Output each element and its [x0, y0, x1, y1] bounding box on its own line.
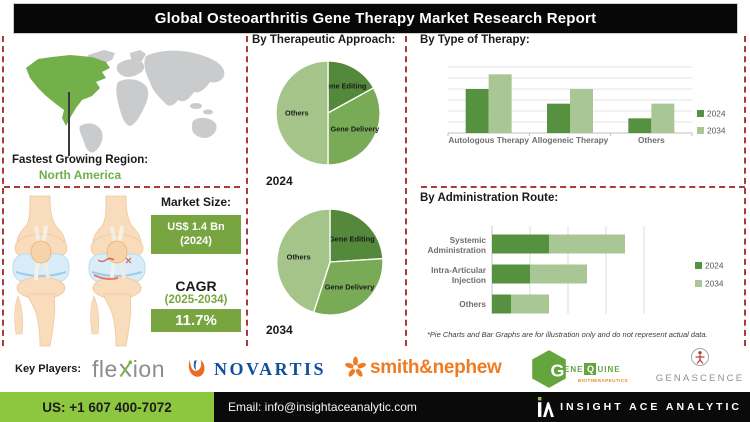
flexion-text-pre: fle	[92, 355, 118, 382]
insight-ace-logo-icon	[538, 397, 555, 417]
knee-joint-illustration	[11, 194, 147, 348]
svg-text:2034: 2034	[707, 126, 726, 136]
brand-name: INSIGHT ACE ANALYTIC	[560, 401, 742, 413]
genascence-logo: GENASCENCE	[652, 347, 748, 384]
svg-text:Others: Others	[287, 253, 311, 262]
divider-vertical-left	[2, 36, 4, 346]
title-bar: Global Osteoarthritis Gene Therapy Marke…	[13, 3, 738, 34]
svg-text:Others: Others	[638, 135, 665, 145]
administration-route-title: By Administration Route:	[420, 192, 559, 204]
svg-text:2024: 2024	[707, 109, 726, 119]
cagr-label: CAGR	[175, 277, 217, 294]
svg-text:Others: Others	[459, 299, 486, 309]
cagr-value-box: 11.7%	[151, 308, 241, 332]
market-size-value: US$ 1.4 Bn	[167, 221, 225, 233]
svg-text:2024: 2024	[705, 261, 724, 271]
flexion-logo: fle ion	[92, 354, 165, 384]
therapeutic-approach-title: By Therapeutic Approach:	[252, 34, 396, 46]
market-size-label: Market Size:	[160, 195, 232, 209]
divider-horizontal-left	[4, 186, 240, 188]
genequine-hexagon-icon: G	[532, 350, 566, 388]
novartis-text: NOVARTIS	[214, 358, 327, 379]
healthy-knee	[11, 194, 71, 348]
footer-contact-section: Email: info@insightaceanalytic.com INSIG…	[214, 392, 750, 422]
genascence-text: GENASCENCE	[655, 373, 745, 384]
svg-text:Gene Editing: Gene Editing	[329, 234, 375, 243]
pie-chart-2034: Gene Editing Gene Delivery Others	[276, 208, 384, 316]
flexion-x-icon	[119, 360, 132, 378]
type-of-therapy-title: By Type of Therapy:	[420, 34, 530, 46]
svg-text:Gene Delivery: Gene Delivery	[331, 124, 381, 133]
phone-number: US: +1 607 400-7072	[42, 399, 172, 415]
fastest-growing-region-value: North America	[38, 168, 122, 182]
market-size-year: (2024)	[180, 235, 212, 248]
key-players-label: Key Players:	[15, 363, 82, 375]
genequine-uine: UINE	[597, 364, 621, 374]
svg-text:Gene Editing: Gene Editing	[321, 82, 366, 91]
svg-text:Others: Others	[285, 109, 309, 118]
market-size-panel: Market Size: US$ 1.4 Bn (2024) CAGR (202…	[151, 195, 241, 332]
svg-text:Administration: Administration	[427, 245, 486, 255]
pie-chart-2024: Gene Editing Gene Delivery Others	[275, 60, 381, 166]
disclaimer-footnote: *Pie Charts and Bar Graphs are for illus…	[427, 330, 708, 339]
brand-lockup: INSIGHT ACE ANALYTIC	[537, 397, 742, 417]
world-map	[26, 50, 225, 153]
divider-horizontal-right	[421, 186, 745, 188]
svg-text:Intra-Articular: Intra-Articular	[431, 265, 487, 275]
pie-2024-year-label: 2024	[266, 174, 293, 188]
divider-vertical-mid-right	[405, 36, 407, 346]
smith-nephew-logo: smith&nephew	[344, 356, 502, 379]
genequine-tagline: BIOTHERAPEUTICS	[578, 378, 628, 383]
genequine-ene: ENE	[564, 364, 584, 374]
genequine-q: Q	[584, 363, 597, 375]
page-title: Global Osteoarthritis Gene Therapy Marke…	[154, 10, 597, 27]
smith-nephew-sunburst-icon	[345, 356, 366, 377]
map-south-america	[79, 123, 103, 153]
svg-text:Allogeneic Therapy: Allogeneic Therapy	[532, 135, 609, 145]
svg-text:Injection: Injection	[452, 275, 486, 285]
divider-vertical-mid-left	[246, 36, 248, 346]
email-address: Email: info@insightaceanalytic.com	[228, 400, 417, 414]
map-australia	[192, 117, 217, 138]
map-north-america-highlight	[26, 55, 110, 126]
svg-text:Systemic: Systemic	[450, 235, 487, 245]
cartilage-damage-marks	[93, 257, 132, 280]
novartis-flame-icon	[188, 359, 205, 377]
svg-text:Autologous Therapy: Autologous Therapy	[448, 135, 529, 145]
type-of-therapy-bar-chart: Autologous Therapy Allogeneic Therapy Othe…	[447, 66, 726, 145]
novartis-logo: NOVARTIS	[186, 357, 326, 381]
svg-text:G: G	[550, 360, 564, 380]
genequine-logo: G ENE Q UINE BIOTHERAPEUTICS	[528, 348, 648, 390]
divider-vertical-right	[744, 36, 746, 346]
genascence-figure-icon	[691, 348, 709, 366]
osteoarthritic-knee	[87, 194, 147, 348]
cagr-period: (2025-2034)	[164, 293, 228, 306]
flexion-text-post: ion	[132, 355, 165, 382]
svg-text:2034: 2034	[705, 279, 724, 289]
svg-text:Gene Delivery: Gene Delivery	[325, 283, 375, 292]
genequine-wordmark: ENE Q UINE	[564, 363, 621, 375]
smith-nephew-text: smith&nephew	[370, 356, 502, 378]
map-pointer-line	[68, 92, 70, 156]
footer-phone-section: US: +1 607 400-7072	[0, 392, 214, 422]
market-size-value-box: US$ 1.4 Bn (2024)	[151, 215, 241, 254]
fastest-growing-region-label: Fastest Growing Region:	[12, 154, 149, 166]
pie-2034-year-label: 2034	[266, 323, 293, 337]
